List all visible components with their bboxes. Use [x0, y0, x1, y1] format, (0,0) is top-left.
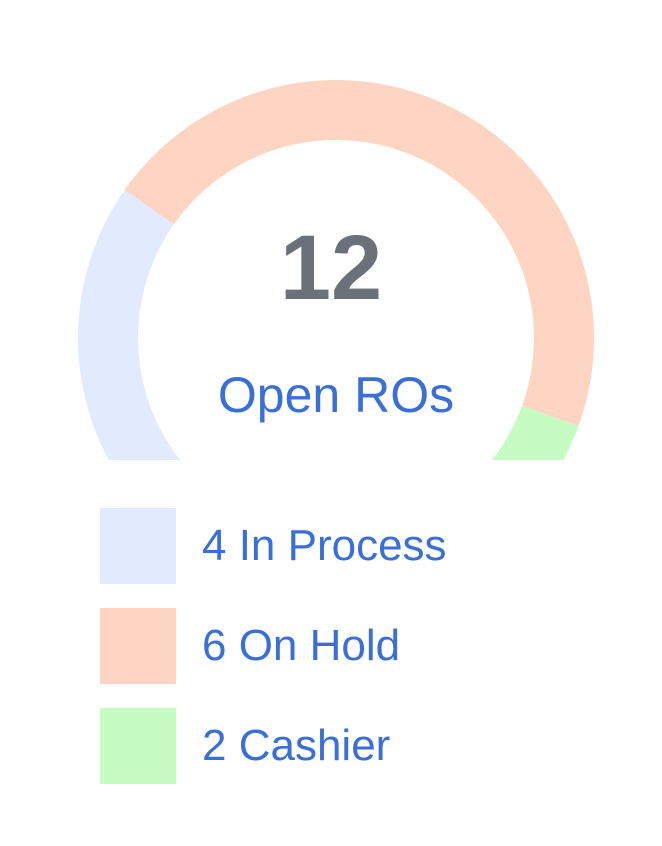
legend-swatch-on-hold	[100, 608, 176, 684]
legend-item-in-process: 4 In Process	[100, 508, 620, 584]
gauge-segment-cashier	[491, 405, 579, 460]
gauge-caption: Open ROs	[217, 367, 455, 423]
legend-label-on-hold: 6 On Hold	[202, 621, 401, 670]
legend-item-cashier: 2 Cashier	[100, 708, 620, 784]
gauge-chart	[78, 79, 595, 460]
legend: 4 In Process 6 On Hold 2 Cashier	[100, 508, 620, 808]
gauge-segment-on-hold	[124, 79, 595, 427]
legend-label-in-process: 4 In Process	[202, 521, 447, 570]
legend-swatch-cashier	[100, 708, 176, 784]
gauge-segment-in-process	[78, 190, 181, 460]
legend-label-cashier: 2 Cashier	[202, 721, 391, 770]
legend-item-on-hold: 6 On Hold	[100, 608, 620, 684]
total-count: 12	[279, 217, 383, 319]
legend-swatch-in-process	[100, 508, 176, 584]
